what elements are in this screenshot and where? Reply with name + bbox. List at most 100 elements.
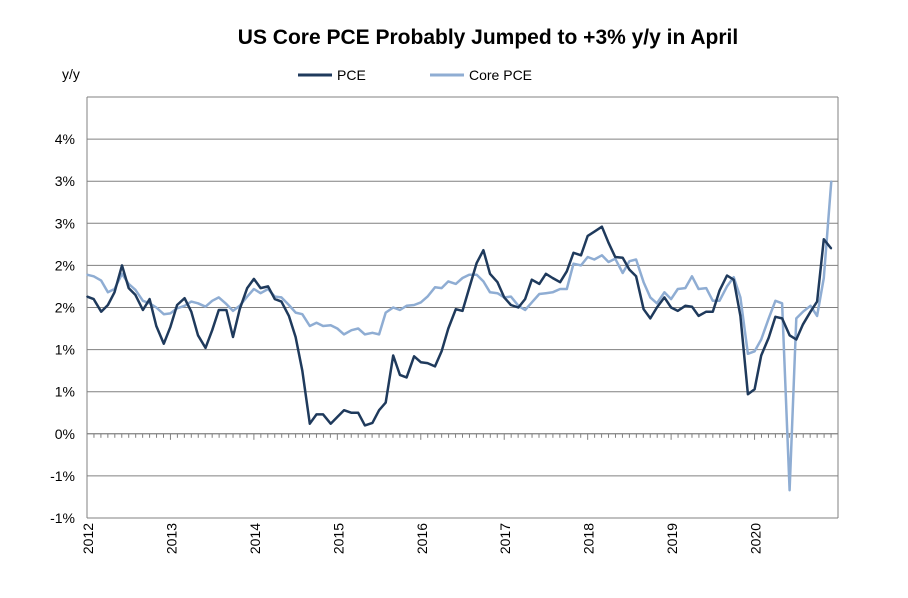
data-point: [100, 310, 102, 313]
data-point: [392, 306, 395, 309]
data-point: [455, 283, 457, 285]
data-point: [510, 295, 512, 298]
data-point: [169, 326, 172, 328]
data-point: [350, 412, 353, 414]
y-tick-label: 4%: [55, 131, 75, 147]
data-point: [343, 409, 345, 412]
data-point: [802, 323, 804, 326]
data-point: [726, 285, 728, 288]
data-point: [531, 301, 533, 304]
data-point: [413, 355, 415, 358]
data-point: [677, 288, 679, 290]
data-point: [691, 305, 693, 308]
data-point: [420, 301, 422, 304]
data-point: [635, 258, 637, 261]
data-point: [384, 311, 387, 314]
data-point: [767, 337, 770, 339]
data-point: [774, 300, 777, 302]
data-point: [601, 254, 603, 257]
series-line: [86, 181, 833, 492]
data-point: [461, 310, 464, 312]
data-point: [259, 287, 262, 289]
data-point: [531, 278, 533, 281]
data-point: [753, 388, 756, 391]
x-tick-label: 2016: [414, 523, 430, 554]
series-pce: [86, 225, 833, 427]
data-point: [503, 296, 506, 299]
x-tick-label: 2013: [163, 523, 179, 554]
data-point: [134, 289, 137, 291]
data-point: [593, 258, 596, 261]
data-point: [329, 422, 332, 425]
data-point: [301, 313, 304, 316]
x-tick-label: 2019: [664, 523, 680, 554]
plot-area: [86, 180, 833, 492]
data-point: [267, 285, 269, 288]
data-point: [107, 291, 109, 294]
data-point: [204, 347, 207, 349]
data-point: [802, 310, 804, 313]
data-point: [607, 241, 610, 244]
data-point: [468, 273, 471, 276]
data-point: [614, 257, 616, 260]
data-point: [628, 268, 631, 271]
data-point: [183, 305, 186, 307]
data-point: [405, 376, 408, 379]
data-point: [705, 310, 707, 313]
data-point: [440, 350, 443, 353]
data-point: [656, 306, 658, 309]
data-point: [524, 309, 526, 311]
data-point: [691, 275, 693, 278]
data-point: [113, 291, 116, 294]
series-line: [86, 225, 833, 427]
data-point: [461, 277, 464, 279]
data-point: [399, 309, 401, 311]
data-point: [288, 304, 290, 306]
data-point: [204, 305, 207, 308]
data-point: [392, 354, 395, 357]
data-point: [781, 317, 783, 320]
data-point: [538, 293, 541, 295]
data-point: [301, 369, 304, 372]
data-point: [343, 333, 345, 336]
data-point: [684, 287, 687, 289]
data-point: [142, 300, 144, 302]
data-point: [753, 350, 756, 353]
y-tick-label: 2%: [55, 300, 75, 316]
data-point: [176, 304, 178, 306]
data-point: [586, 235, 589, 237]
data-point: [628, 260, 631, 263]
data-point: [364, 424, 366, 427]
data-point: [280, 300, 283, 303]
data-point: [183, 297, 186, 300]
chart-title: US Core PCE Probably Jumped to +3% y/y i…: [238, 26, 738, 49]
data-point: [399, 374, 401, 376]
data-point: [663, 291, 666, 294]
data-point: [545, 273, 547, 275]
data-point: [225, 309, 228, 311]
y-tick-label: 1%: [55, 342, 75, 358]
data-point: [572, 262, 575, 265]
data-point: [197, 334, 199, 337]
data-point: [670, 306, 672, 309]
data-point: [482, 280, 485, 283]
data-point: [148, 298, 151, 300]
data-point: [718, 289, 721, 292]
data-point: [246, 287, 248, 289]
data-point: [329, 324, 332, 327]
data-point: [259, 292, 262, 295]
data-point: [747, 393, 749, 396]
data-point: [294, 336, 297, 338]
data-point: [718, 300, 721, 302]
data-point: [315, 321, 318, 324]
data-point: [566, 270, 568, 273]
data-point: [489, 291, 491, 294]
data-point: [795, 317, 798, 320]
data-point: [649, 296, 652, 299]
data-point: [816, 315, 818, 317]
data-point: [364, 333, 366, 336]
data-point: [197, 302, 199, 305]
data-point: [309, 422, 311, 425]
data-point: [726, 274, 728, 277]
